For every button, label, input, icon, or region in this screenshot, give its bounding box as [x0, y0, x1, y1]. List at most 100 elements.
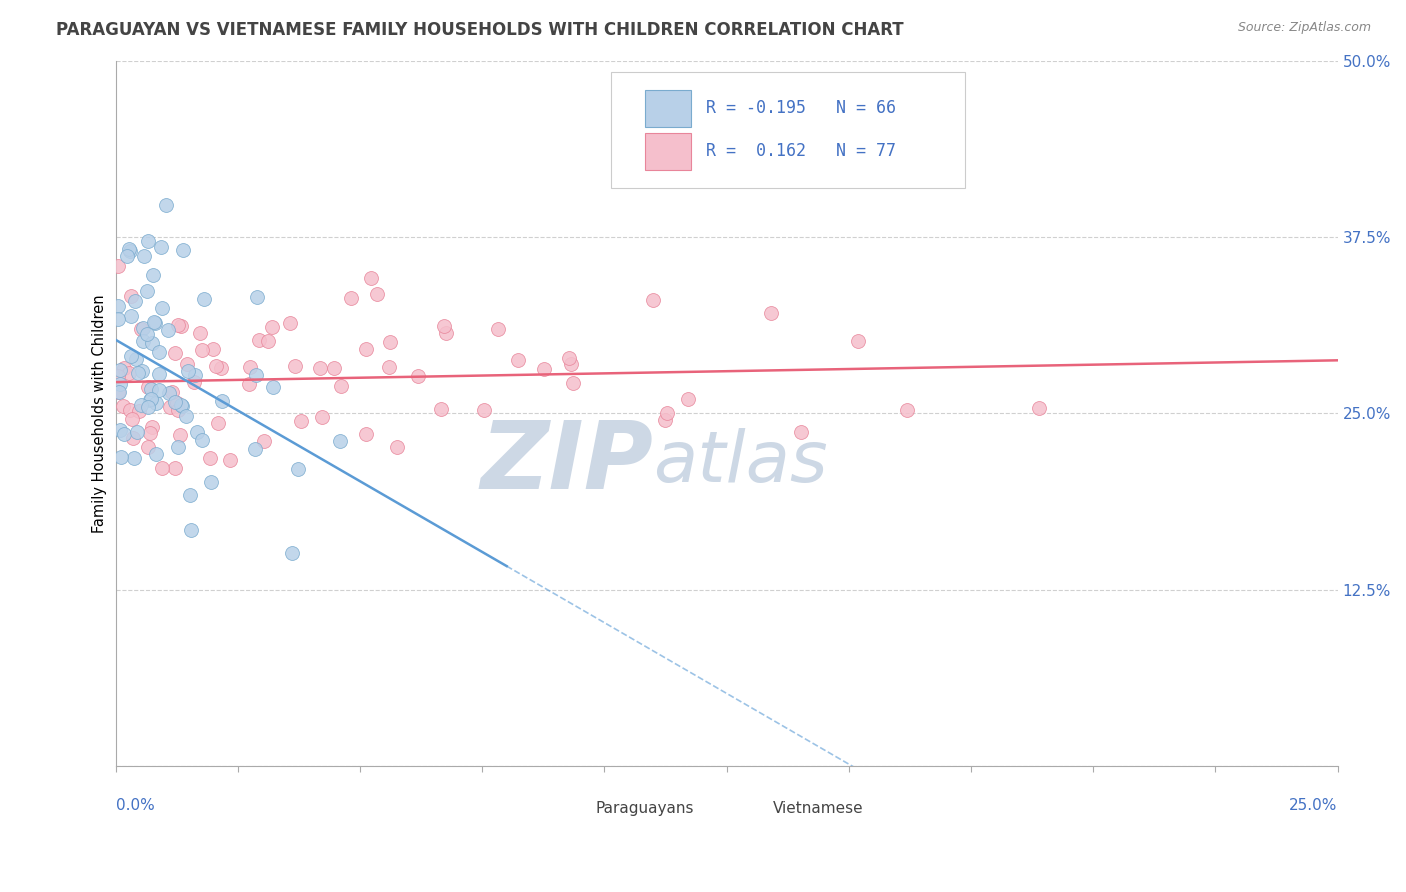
Point: [122, 450, 145, 465]
Point: [290, 414, 312, 428]
Point: [643, 293, 665, 307]
Point: [108, 384, 131, 399]
Point: [177, 364, 200, 378]
Point: [245, 368, 267, 382]
Point: [472, 402, 495, 417]
Point: [486, 322, 509, 336]
Point: [328, 434, 350, 448]
Point: [207, 416, 229, 430]
Point: [209, 361, 232, 376]
Point: [165, 346, 187, 360]
Point: [136, 284, 159, 298]
Point: [239, 359, 262, 374]
Point: [163, 395, 186, 409]
Point: [138, 393, 160, 408]
Point: [132, 321, 155, 335]
Point: [166, 403, 188, 417]
Point: [160, 385, 183, 400]
Point: [238, 376, 260, 391]
Point: [124, 352, 146, 367]
Bar: [740, 802, 766, 817]
Point: [107, 259, 129, 273]
Point: [121, 412, 143, 426]
Point: [533, 361, 555, 376]
Point: [167, 318, 190, 332]
Point: [132, 249, 155, 263]
Point: [280, 546, 302, 560]
Point: [330, 379, 353, 393]
Point: [436, 326, 458, 340]
Point: [557, 351, 579, 365]
Point: [129, 398, 152, 412]
Point: [179, 488, 201, 502]
Point: [280, 316, 302, 330]
Point: [150, 460, 173, 475]
FancyBboxPatch shape: [610, 71, 965, 188]
Point: [141, 420, 163, 434]
Point: [1028, 401, 1050, 416]
Point: [190, 433, 212, 447]
Text: Source: ZipAtlas.com: Source: ZipAtlas.com: [1237, 21, 1371, 34]
Text: Paraguayans: Paraguayans: [596, 801, 695, 815]
Point: [120, 310, 142, 324]
Point: [287, 462, 309, 476]
Point: [191, 343, 214, 358]
Point: [108, 376, 131, 391]
Point: [148, 383, 170, 397]
Point: [127, 425, 149, 440]
Point: [193, 292, 215, 306]
Point: [186, 425, 208, 440]
Point: [198, 451, 221, 466]
Point: [183, 376, 205, 390]
Point: [124, 294, 146, 309]
Point: [166, 396, 188, 410]
Point: [120, 289, 142, 303]
Point: [354, 343, 377, 357]
Point: [131, 364, 153, 378]
Point: [846, 334, 869, 348]
Point: [356, 426, 378, 441]
Point: [169, 398, 191, 412]
Point: [136, 440, 159, 454]
Point: [145, 396, 167, 410]
Point: [136, 234, 159, 248]
Point: [110, 363, 132, 377]
Point: [129, 322, 152, 336]
Point: [132, 334, 155, 349]
Point: [159, 386, 181, 401]
Point: [219, 452, 242, 467]
Point: [174, 409, 197, 424]
Point: [112, 361, 135, 376]
Point: [139, 392, 162, 406]
Point: [180, 524, 202, 538]
Point: [117, 250, 139, 264]
Point: [378, 360, 401, 375]
Point: [308, 360, 330, 375]
Point: [169, 428, 191, 442]
Point: [323, 361, 346, 376]
Point: [150, 239, 173, 253]
Point: [243, 442, 266, 457]
Point: [759, 306, 782, 320]
Point: [142, 315, 165, 329]
Point: [896, 403, 918, 417]
Point: [657, 407, 679, 421]
Point: [204, 359, 226, 373]
Point: [678, 392, 700, 407]
Bar: [645, 133, 692, 169]
Point: [167, 440, 190, 454]
Point: [122, 432, 145, 446]
Point: [155, 198, 177, 212]
Point: [139, 425, 162, 440]
Point: [202, 343, 225, 357]
Point: [107, 312, 129, 326]
Point: [188, 326, 211, 340]
Point: [366, 286, 388, 301]
Point: [170, 318, 193, 333]
Point: [150, 301, 173, 316]
Point: [561, 376, 583, 390]
Point: [135, 327, 157, 342]
Point: [339, 291, 361, 305]
Point: [200, 475, 222, 489]
Point: [157, 323, 180, 337]
